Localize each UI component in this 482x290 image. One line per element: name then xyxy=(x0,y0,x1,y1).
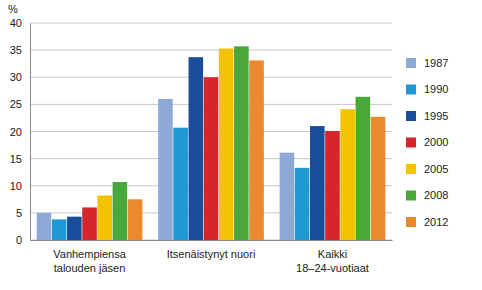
chart: 0 5 10 15 20 25 30 35 40 Vanhempiensa talouden jäs… xyxy=(0,0,482,290)
bar xyxy=(128,199,143,240)
x-tick-label: Kaikki 18–24-vuotiaat xyxy=(296,248,369,274)
x-tick-label-line: Vanhempiensa xyxy=(53,248,126,260)
y-axis-label: % xyxy=(8,3,18,15)
y-tick: 10 xyxy=(10,180,30,192)
y-tick: 20 xyxy=(10,126,30,138)
bar xyxy=(158,99,173,240)
legend-item: 2012 xyxy=(406,216,448,228)
x-tick-label: Vanhempiensa talouden jäsen xyxy=(53,248,126,274)
legend-item: 1987 xyxy=(406,57,448,69)
y-tick: 15 xyxy=(10,153,30,165)
x-tick-label: Itsenäistynyt nuori xyxy=(167,248,256,260)
x-tick: Vanhempiensa talouden jäsen xyxy=(53,240,126,274)
x-axis: Vanhempiensa talouden jäsen Itsenäistynyt … xyxy=(31,240,393,274)
x-tick: Itsenäistynyt nuori xyxy=(167,240,256,260)
grid-line xyxy=(30,23,392,24)
y-tick-label: 25 xyxy=(10,98,22,110)
y-tick: 40 xyxy=(10,17,30,29)
y-tick-label: 15 xyxy=(10,153,22,165)
y-tick-label: 40 xyxy=(10,17,22,29)
bar xyxy=(295,168,310,240)
plot-area: 0 5 10 15 20 25 30 35 40 Vanhempiensa talouden jäs… xyxy=(10,17,393,274)
y-tick-label: 10 xyxy=(10,180,22,192)
bar xyxy=(219,48,234,240)
legend-label: 2012 xyxy=(424,216,448,228)
x-axis-line xyxy=(31,240,393,241)
x-tick-label-line: Kaikki xyxy=(318,248,347,260)
y-tick: 25 xyxy=(10,98,30,110)
legend-item: 2005 xyxy=(406,163,448,175)
legend-label: 2005 xyxy=(424,163,448,175)
y-tick-label: 0 xyxy=(16,234,22,246)
y-tick-label: 5 xyxy=(16,207,22,219)
y-tick-label: 20 xyxy=(10,126,22,138)
bars xyxy=(37,46,386,240)
legend-label: 2000 xyxy=(424,136,448,148)
legend-item: 1990 xyxy=(406,83,448,95)
y-tick: 35 xyxy=(10,44,30,56)
bar xyxy=(204,77,219,240)
legend-swatch xyxy=(406,85,416,95)
x-tick: Kaikki 18–24-vuotiaat xyxy=(296,240,369,274)
y-tick: 0 xyxy=(16,234,30,246)
y-axis-line xyxy=(30,24,31,241)
y-tick-label: 30 xyxy=(10,71,22,83)
legend-item: 1995 xyxy=(406,110,448,122)
bar xyxy=(189,57,204,240)
legend-swatch xyxy=(406,191,416,201)
bar xyxy=(249,60,264,240)
bar xyxy=(310,126,325,240)
bar xyxy=(173,128,188,240)
bar xyxy=(67,217,82,240)
y-tick: 30 xyxy=(10,71,30,83)
legend-swatch xyxy=(406,138,416,148)
bar xyxy=(280,153,295,240)
y-tick: 5 xyxy=(16,207,30,219)
legend-swatch xyxy=(406,111,416,121)
grid-line xyxy=(30,50,392,51)
legend-item: 2000 xyxy=(406,136,448,148)
bar xyxy=(234,46,249,240)
bar xyxy=(340,109,355,240)
x-tick-label-line: talouden jäsen xyxy=(54,262,126,274)
legend-label: 1987 xyxy=(424,57,448,69)
bar xyxy=(37,213,52,240)
y-axis: 0 5 10 15 20 25 30 35 40 xyxy=(10,17,31,246)
legend-label: 1995 xyxy=(424,110,448,122)
grid xyxy=(30,23,392,240)
y-tick-label: 35 xyxy=(10,44,22,56)
bar xyxy=(325,131,340,240)
bar xyxy=(356,97,371,240)
legend-item: 2008 xyxy=(406,189,448,201)
legend-swatch xyxy=(406,164,416,174)
bar xyxy=(371,117,386,240)
legend-label: 1990 xyxy=(424,83,448,95)
legend-swatch xyxy=(406,58,416,68)
bar xyxy=(82,207,97,240)
bar xyxy=(113,182,128,240)
legend-label: 2008 xyxy=(424,189,448,201)
x-tick-label-line: 18–24-vuotiaat xyxy=(296,262,369,274)
bar xyxy=(97,196,112,240)
bar xyxy=(52,219,67,240)
legend: 1987 1990 1995 2000 2005 2008 2012 xyxy=(406,57,448,228)
legend-swatch xyxy=(406,217,416,227)
